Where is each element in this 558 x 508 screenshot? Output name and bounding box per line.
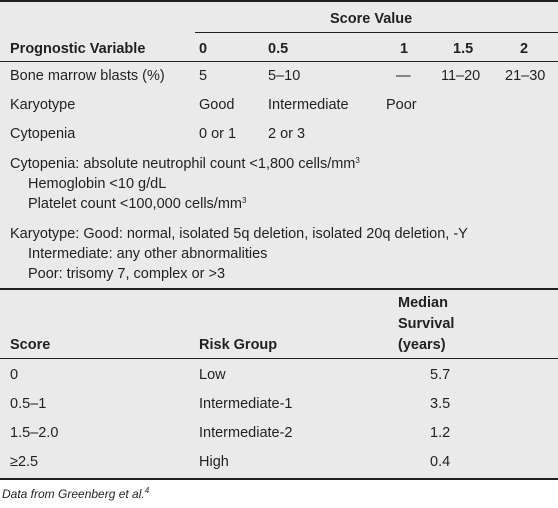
note-karyotype-line-1: Karyotype: Good: normal, isolated 5q del… <box>10 226 468 242</box>
cell-karyotype-0-5: Intermediate <box>268 97 349 113</box>
score-value-header: Score Value <box>330 11 413 27</box>
score-cell-row-2: 0.5–1 <box>10 396 47 412</box>
score-cell-row-4: ≥2.5 <box>10 454 39 470</box>
cell-blasts-1: — <box>396 68 411 84</box>
score-cell-row-3: 1.5–2.0 <box>10 425 59 441</box>
col-header-1: 1 <box>400 41 409 57</box>
risk-group-cell-row-3: Intermediate-2 <box>199 425 293 441</box>
note-karyotype-line-2: Intermediate: any other abnormalities <box>28 246 268 262</box>
risk-group-cell-row-1: Low <box>199 367 226 383</box>
row-label-cytopenia: Cytopenia <box>10 126 76 142</box>
source-footnote: Data from Greenberg et al.4 <box>2 486 150 502</box>
bottom-rule <box>0 478 558 480</box>
header-rule <box>0 61 558 62</box>
risk-group-cell-row-4: High <box>199 454 229 470</box>
cell-blasts-0-5: 5–10 <box>268 68 301 84</box>
col-header-years: (years) <box>398 337 446 353</box>
score-cell-row-1: 0 <box>10 367 19 383</box>
cell-karyotype-0: Good <box>199 97 235 113</box>
cell-cytopenia-0-5: 2 or 3 <box>268 126 306 142</box>
score-value-rule <box>195 32 558 33</box>
table2-header-rule <box>0 358 558 359</box>
top-rule <box>0 0 558 2</box>
row-label-karyotype: Karyotype <box>10 97 76 113</box>
row-label-blasts: Bone marrow blasts (%) <box>10 68 165 84</box>
survival-cell-row-1: 5.7 <box>430 367 451 383</box>
col-header-survival: Survival <box>398 316 455 332</box>
col-header-median: Median <box>398 295 448 311</box>
note-karyotype-line-3: Poor: trisomy 7, complex or >3 <box>28 266 226 282</box>
survival-cell-row-3: 1.2 <box>430 425 451 441</box>
note-cytopenia-line-2: Hemoglobin <10 g/dL <box>28 176 167 192</box>
col-header-0: 0 <box>199 41 208 57</box>
survival-cell-row-2: 3.5 <box>430 396 451 412</box>
survival-cell-row-4: 0.4 <box>430 454 451 470</box>
cell-blasts-1-5: 11–20 <box>441 68 481 84</box>
cell-blasts-2: 21–30 <box>505 68 546 84</box>
col-header-1-5: 1.5 <box>453 41 474 57</box>
col-header-score: Score <box>10 337 51 353</box>
cell-cytopenia-0: 0 or 1 <box>199 126 237 142</box>
col-header-risk-group: Risk Group <box>199 337 278 353</box>
col-header-2: 2 <box>520 41 529 57</box>
cell-blasts-0: 5 <box>199 68 208 84</box>
risk-group-cell-row-2: Intermediate-1 <box>199 396 293 412</box>
col-header-prognostic-variable: Prognostic Variable <box>10 41 146 57</box>
ipss-table: Score Value Prognostic Variable 0 0.5 1 … <box>0 0 558 480</box>
section-divider-rule <box>0 288 558 290</box>
col-header-0-5: 0.5 <box>268 41 289 57</box>
note-cytopenia-line-1: Cytopenia: absolute neutrophil count <1,… <box>10 156 360 172</box>
note-cytopenia-line-3: Platelet count <100,000 cells/mm3 <box>28 196 247 212</box>
cell-karyotype-1: Poor <box>386 97 417 113</box>
